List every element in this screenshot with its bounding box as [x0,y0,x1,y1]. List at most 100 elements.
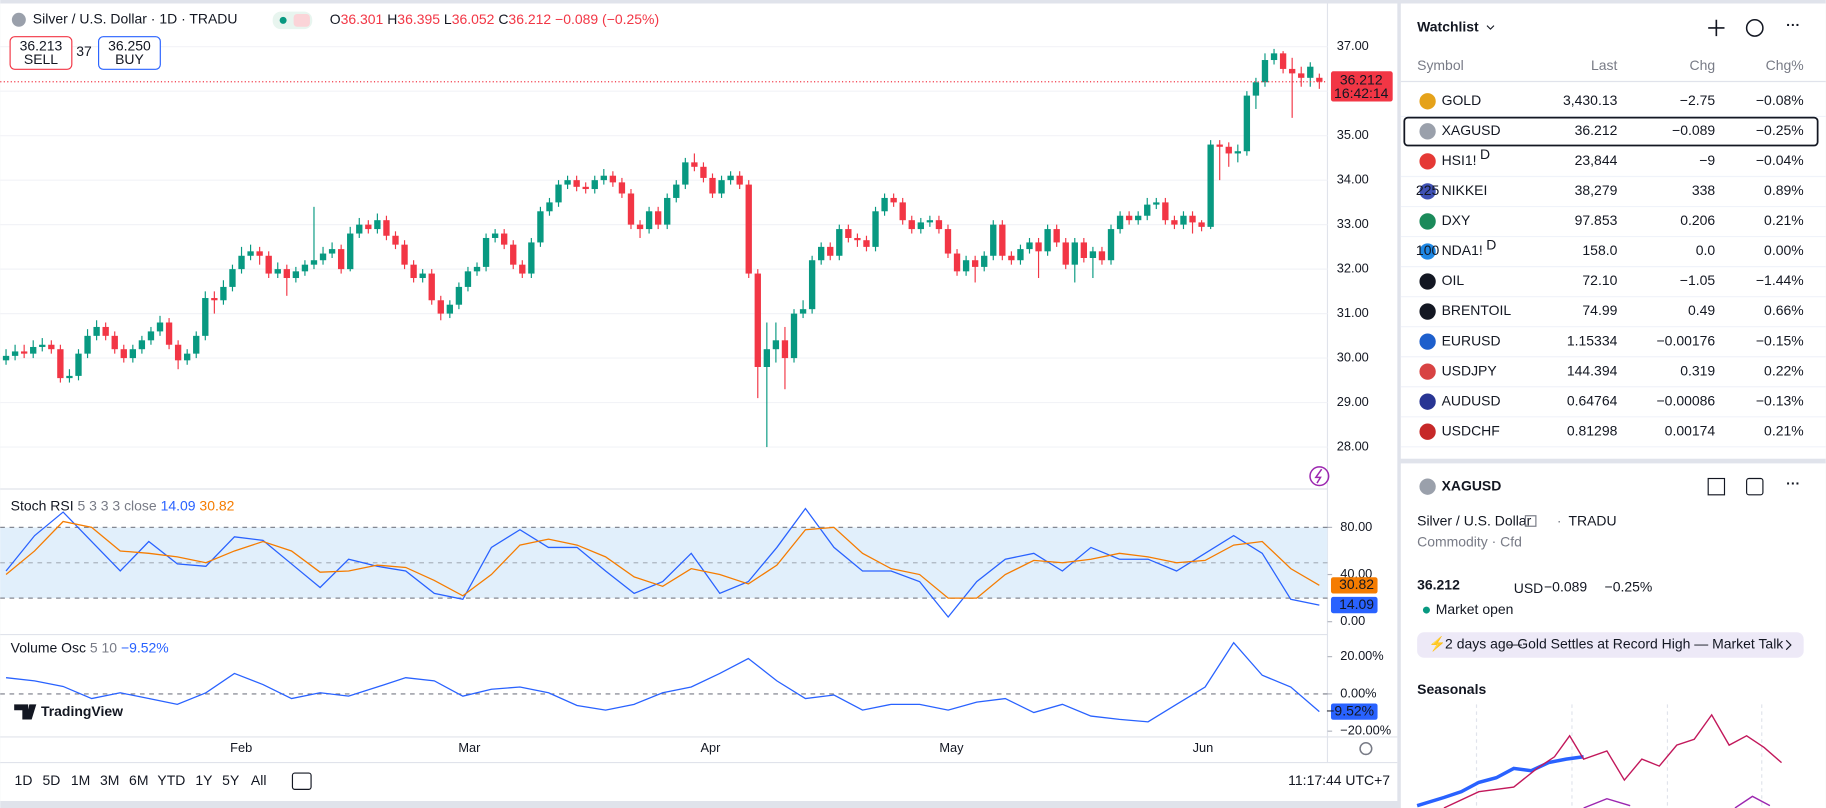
row-symbol[interactable]: BRENTOIL [1442,302,1512,318]
detail-symbol[interactable]: XAGUSD [1442,477,1502,493]
row-symbol[interactable]: DXY [1442,212,1471,228]
range-button[interactable]: 5Y [222,772,240,788]
more-icon[interactable]: ··· [1786,475,1800,491]
row-change-pct: −1.44% [1756,272,1804,288]
candle-body [754,273,761,367]
candle-body [1116,215,1124,230]
candle-body [1270,53,1278,61]
row-symbol[interactable]: XAGUSD [1442,122,1501,138]
row-icon [1419,363,1436,380]
candle-body [1298,73,1305,78]
link-icon[interactable] [1524,515,1537,527]
candle-body [247,251,254,256]
row-change: 0.49 [1688,302,1715,318]
range-button[interactable]: 6M [129,772,148,788]
alert-bolt [1314,468,1323,484]
candle-body [356,224,363,234]
row-change-pct: 0.22% [1764,362,1804,378]
indicator-line [5,507,1320,618]
row-change: 0.00174 [1665,422,1716,438]
x-tick-label: Apr [700,740,721,755]
candle-body [1307,66,1314,78]
candle-body [709,177,716,194]
date-range-icon[interactable] [291,772,312,790]
candle-body [1243,95,1251,152]
candle-body [736,175,743,185]
row-symbol[interactable]: NDA1! [1442,242,1483,258]
settings-icon[interactable] [1359,742,1373,756]
range-button[interactable]: 5D [43,772,61,788]
x-tick-label: Jun [1193,740,1214,755]
candle-body [310,260,318,265]
add-icon[interactable] [1708,19,1725,37]
watchlist-title[interactable]: Watchlist [1417,19,1479,35]
logo-text[interactable]: TradingView [41,703,123,719]
edit-icon[interactable] [1746,477,1764,496]
row-symbol[interactable]: AUDUSD [1442,392,1501,408]
range-button[interactable]: 3M [100,772,119,788]
news-pill[interactable] [1417,632,1804,658]
row-icon-text: 100 [1416,242,1440,258]
buy-button[interactable] [98,36,161,70]
column-header[interactable]: Symbol [1417,57,1464,73]
candle-body [1080,242,1088,258]
candle-body [202,298,209,336]
row-last: 74.99 [1582,302,1617,318]
candle-body [1279,53,1287,69]
row-change-pct: 0.89% [1764,182,1804,198]
status-dot [279,16,287,24]
dropdown-caret [1486,25,1495,30]
indicator-value: −9.52% [121,639,169,655]
row-symbol[interactable]: OIL [1442,272,1465,288]
candle-body [836,229,843,256]
indicator-legend[interactable]: Stoch RSI 5 3 3 3 close 14.09 30.82 [11,497,235,513]
row-symbol[interactable]: NIKKEI [1442,182,1488,198]
column-header[interactable]: Chg% [1766,57,1804,73]
candle-body [600,175,607,181]
status-icon [293,13,310,27]
candle-body [138,340,146,350]
column-header[interactable]: Chg [1690,57,1716,73]
detail-category: Commodity · Cfd [1417,533,1522,549]
candle-body [1017,249,1024,261]
range-button[interactable]: 1Y [195,772,213,788]
candle-body [1044,229,1051,252]
range-button[interactable]: YTD [157,772,185,788]
row-icon [1419,273,1436,290]
column-header[interactable]: Last [1591,57,1618,73]
row-symbol[interactable]: EURUSD [1442,332,1501,348]
indicator-title: Stoch RSI [11,497,74,513]
row-change: 338 [1692,182,1716,198]
range-button[interactable]: 1D [15,772,33,788]
row-symbol[interactable]: GOLD [1442,92,1482,108]
row-symbol[interactable]: USDCHF [1442,422,1500,438]
ohlc-value: 36.395 [397,10,440,26]
row-symbol[interactable]: USDJPY [1442,362,1498,378]
candle-body [11,351,19,356]
candle-body [193,335,200,354]
chart-icon[interactable] [1745,19,1764,37]
more-icon[interactable]: ··· [1786,16,1800,32]
candle-body [645,211,653,230]
seasonals-title[interactable]: Seasonals [1417,681,1486,697]
candle-body [238,255,245,270]
symbol-title[interactable]: Silver / U.S. Dollar · 1D · TRADU [33,10,238,26]
candle-body [120,349,127,359]
range-button[interactable]: 1M [71,772,90,788]
candle-body [392,235,399,245]
indicator-legend[interactable]: Volume Osc 5 10 −9.52% [11,639,169,655]
layout-icon[interactable] [1707,477,1726,496]
candle-body [537,211,544,243]
candle-body [301,264,309,272]
sell-button[interactable] [9,36,73,70]
indicator-value: 30.82 [199,497,234,513]
row-symbol[interactable]: HSI1! [1442,152,1477,168]
alert-icon[interactable] [1309,466,1330,487]
row-last: 23,844 [1575,152,1618,168]
range-button[interactable]: All [251,772,267,788]
selected-row [1403,116,1819,147]
row-change-pct: −0.25% [1756,122,1804,138]
row-change-pct: −0.15% [1756,332,1804,348]
row-change: −0.089 [1672,122,1715,138]
row-change: −1.05 [1680,272,1716,288]
